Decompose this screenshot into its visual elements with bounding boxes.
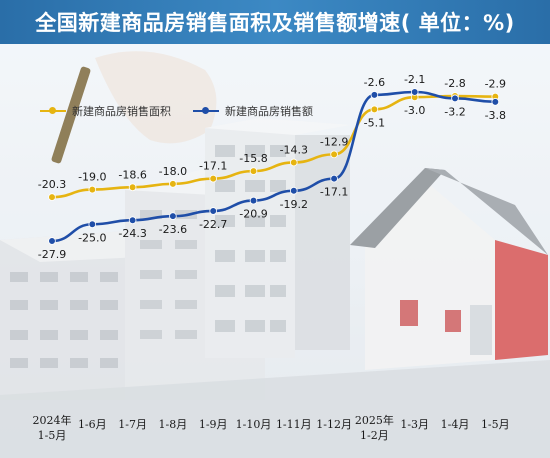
data-label-sales: -22.7 (199, 218, 227, 231)
series-point-area (88, 185, 97, 194)
data-label-sales: -17.1 (320, 186, 348, 199)
series-point-sales (169, 212, 177, 220)
tall-building (205, 118, 350, 358)
x-axis: 2024年 1-5月 1-6月 1-7月 1-8月 1-9月 1-10月 1-11月 1-12月… (33, 413, 510, 442)
legend-item-sales: 新建商品房销售额 (193, 103, 313, 119)
series-point-area (249, 167, 258, 175)
data-label-area: -18.6 (118, 168, 146, 181)
x-tick-label: 1-4月 (441, 418, 470, 431)
house (350, 168, 548, 370)
x-tick-label: 2025年 1-2月 (355, 413, 394, 442)
series-point-sales (249, 196, 258, 205)
series-layer: -20.3 -19.0 -18.6 -18.0 -17.1 -15.8 -14.3 -12.9… (38, 73, 506, 261)
series-point-sales (410, 88, 419, 96)
data-label-sales: -19.2 (280, 198, 308, 211)
x-tick-label: 1-10月 (236, 418, 272, 431)
legend-item-area: 新建商品房销售面积 (40, 103, 171, 119)
series-point-sales (289, 186, 298, 195)
series-point-sales (128, 216, 137, 225)
legend-swatch-area (40, 106, 66, 116)
data-label-sales: -20.9 (239, 208, 267, 221)
series-point-sales (330, 174, 338, 183)
background-illustration (0, 51, 550, 458)
series-point-sales (370, 91, 379, 99)
data-label-sales: -23.6 (159, 223, 187, 236)
data-label-sales: -27.9 (38, 248, 66, 261)
legend-label-area: 新建商品房销售面积 (72, 105, 171, 118)
x-tick-label: 1-8月 (159, 418, 188, 431)
data-label-area: -14.3 (280, 143, 308, 156)
data-label-area: -17.1 (199, 160, 227, 173)
series-point-area (209, 174, 218, 183)
pen-shape (51, 66, 91, 164)
data-label-area: -5.1 (364, 116, 385, 129)
chart-title: 全国新建商品房销售面积及销售额增速( 单位：%) (35, 11, 515, 35)
x-tick-label: 1-5月 (481, 418, 510, 431)
data-label-area: -15.8 (239, 152, 267, 165)
title-bar: 全国新建商品房销售面积及销售额增速( 单位：%) (0, 0, 550, 44)
legend-swatch-sales (193, 106, 219, 116)
x-tick-label: 1-6月 (78, 418, 107, 431)
plot-haze (0, 44, 550, 458)
data-label-area: -19.0 (78, 171, 106, 184)
x-tick-label: 1-3月 (400, 418, 429, 431)
series-point-area (128, 183, 137, 192)
series-point-area (169, 180, 177, 188)
series-point-area (289, 158, 298, 167)
series-point-sales (48, 237, 56, 245)
series-point-area (370, 105, 379, 114)
x-tick-label: 1-7月 (118, 418, 147, 431)
data-label-sales: -24.3 (118, 227, 146, 240)
x-tick-label: 1-11月 (276, 418, 312, 431)
x-tick-label: 2024年 1-5月 (33, 413, 72, 442)
series-point-sales (491, 98, 500, 106)
series-point-area (330, 150, 338, 159)
data-label-sales: -2.1 (404, 73, 425, 86)
data-label-area: -2.9 (485, 78, 506, 91)
series-point-sales (451, 94, 459, 103)
data-label-area: -3.0 (404, 104, 425, 117)
hand-shape (95, 51, 217, 144)
data-label-sales: -2.6 (364, 76, 385, 89)
data-label-area: -20.3 (38, 178, 66, 191)
series-point-area (48, 193, 56, 201)
x-tick-label: 1-12月 (316, 418, 352, 431)
series-point-sales (209, 207, 218, 215)
x-tick-label: 1-9月 (199, 418, 228, 431)
data-label-sales: -3.2 (444, 105, 465, 118)
data-label-area: -18.0 (159, 165, 187, 178)
data-label-area: -12.9 (320, 135, 348, 148)
ground-plane (0, 360, 550, 458)
legend-label-sales: 新建商品房销售额 (225, 105, 313, 118)
data-label-sales: -3.8 (485, 109, 506, 122)
data-label-area: -2.8 (444, 77, 465, 90)
series-point-sales (88, 220, 97, 229)
data-label-sales: -25.0 (78, 231, 106, 244)
